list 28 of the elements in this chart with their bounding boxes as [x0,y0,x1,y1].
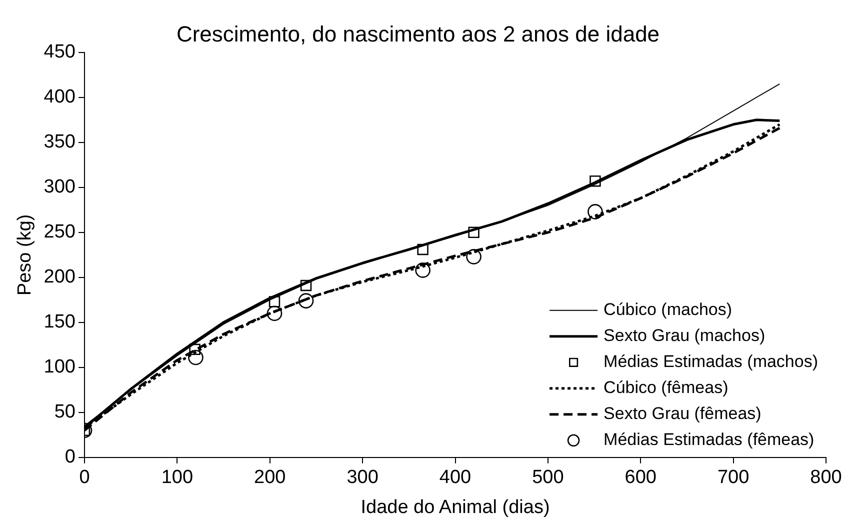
y-axis-title: Peso (kg) [14,214,36,296]
x-axis-title: Idade do Animal (dias) [360,496,550,518]
legend-label: Sexto Grau (machos) [604,326,766,346]
y-tick-label: 50 [54,402,76,423]
x-tick-label: 100 [161,467,194,488]
x-tick-label: 0 [79,467,90,488]
y-tick-label: 150 [44,312,76,333]
x-tick-label: 400 [439,467,472,488]
legend-label: Sexto Grau (fêmeas) [604,404,762,424]
y-tick-label: 300 [44,176,76,198]
y-tick-label: 0 [64,446,76,468]
y-tick-label: 450 [44,42,76,63]
x-tick-label: 200 [254,467,286,488]
legend-label: Médias Estimadas (machos) [604,352,818,372]
x-tick-label: 500 [532,467,564,488]
legend-label: Cúbico (fêmeas) [604,378,728,398]
y-tick-label: 250 [44,222,76,243]
x-tick-label: 300 [346,467,378,488]
y-tick-label: 400 [44,86,76,108]
x-tick-label: 600 [624,467,656,488]
x-tick-label: 700 [717,467,750,488]
y-tick-label: 100 [44,356,76,378]
legend-label: Cúbico (machos) [604,300,732,320]
y-tick-label: 200 [44,266,76,288]
y-tick-label: 350 [44,132,76,153]
x-tick-label: 800 [810,467,842,488]
chart-title: Crescimento, do nascimento aos 2 anos de idade [176,21,660,46]
legend-label: Médias Estimadas (fêmeas) [604,430,814,450]
